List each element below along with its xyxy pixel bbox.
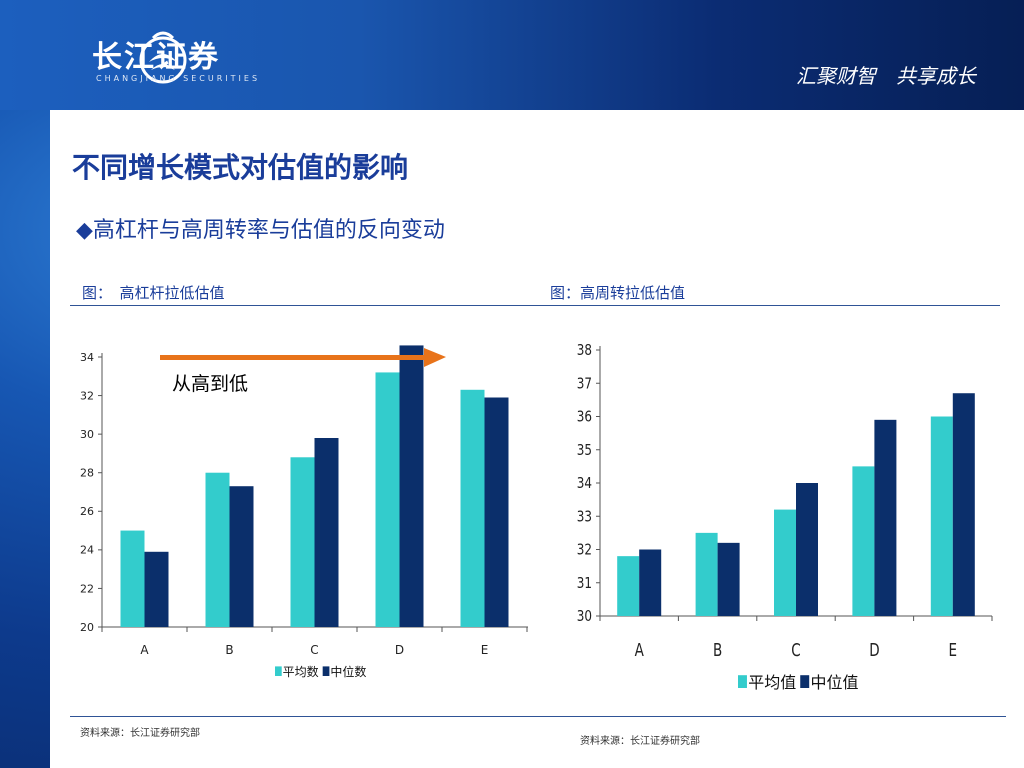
y-tick-label: 32 — [577, 541, 592, 559]
y-tick-label: 30 — [80, 428, 94, 441]
y-tick-label: 38 — [577, 342, 592, 360]
dragon-swirl-logo-icon — [139, 31, 187, 84]
source-note-left: 资料来源：长江证券研究部 — [80, 728, 200, 739]
legend-swatch — [738, 675, 747, 688]
y-tick-label: 22 — [80, 582, 94, 595]
y-tick-label: 37 — [577, 375, 592, 393]
bar-mean-A — [120, 530, 145, 627]
x-category-label: C — [791, 639, 800, 660]
arrow-shaft — [160, 355, 428, 360]
y-tick-label: 34 — [80, 351, 94, 364]
bar-median-D — [874, 419, 897, 616]
legend-label: 中位值 — [810, 673, 858, 692]
bar-mean-C — [290, 457, 315, 627]
bar-mean-E — [930, 416, 953, 616]
legend-label: 平均值 — [748, 673, 796, 692]
y-tick-label: 33 — [577, 508, 592, 526]
bar-median-E — [484, 397, 509, 627]
y-tick-label: 30 — [577, 608, 592, 626]
legend-swatch — [322, 666, 330, 676]
bar-median-D — [399, 345, 424, 627]
source-note-right: 资料来源：长江证券研究部 — [580, 736, 700, 747]
bar-median-B — [229, 486, 254, 627]
x-category-label: B — [713, 639, 722, 660]
chart-caption-left: 图： 高杠杆拉低估值 — [82, 284, 225, 302]
x-category-label: A — [635, 639, 644, 660]
slogan: 汇聚财智 共享成长 — [796, 64, 976, 88]
brand-name: 长江证券 — [92, 40, 220, 75]
bar-mean-B — [205, 472, 230, 627]
y-tick-label: 35 — [577, 442, 592, 460]
chart-caption-right: 图：高周转拉低估值 — [550, 284, 686, 302]
x-category-label: D — [869, 639, 879, 660]
y-tick-label: 34 — [577, 475, 592, 493]
brand-subtitle: CHANGJIANG SECURITIES — [96, 74, 261, 83]
slide-subtitle: ◆高杠杆与高周转率与估值的反向变动 — [76, 218, 445, 243]
bar-mean-B — [695, 532, 718, 616]
divider-top — [70, 305, 1000, 306]
y-tick-label: 31 — [577, 575, 592, 593]
y-tick-label: 32 — [80, 389, 94, 402]
bar-median-E — [952, 393, 975, 616]
bar-mean-D — [852, 466, 875, 616]
bar-mean-C — [774, 509, 796, 616]
x-category-label: C — [310, 643, 318, 657]
y-tick-label: 26 — [80, 505, 94, 518]
content-panel — [50, 110, 1024, 768]
legend-label: 中位数 — [330, 664, 366, 679]
bar-median-A — [639, 549, 662, 616]
legend-swatch — [800, 675, 810, 688]
y-tick-label: 28 — [80, 467, 94, 480]
bar-mean-E — [460, 389, 485, 627]
arrow-right-icon — [424, 348, 446, 367]
x-category-label: B — [225, 643, 233, 657]
bar-median-A — [144, 551, 169, 627]
header-bar — [0, 0, 1024, 110]
legend-label: 平均数 — [283, 664, 319, 679]
bar-median-B — [717, 542, 740, 616]
bar-mean-A — [617, 556, 640, 616]
y-tick-label: 36 — [577, 408, 592, 426]
x-category-label: E — [481, 643, 489, 657]
x-category-label: A — [140, 643, 149, 657]
slide-title: 不同增长模式对估值的影响 — [72, 151, 409, 184]
bar-median-C — [314, 438, 339, 627]
x-category-label: E — [949, 639, 958, 660]
y-tick-label: 24 — [80, 544, 94, 557]
divider-bottom — [70, 716, 1006, 717]
bar-mean-D — [375, 372, 400, 627]
y-tick-label: 20 — [80, 621, 94, 634]
x-category-label: D — [395, 643, 404, 657]
bar-median-C — [796, 483, 818, 616]
legend-swatch — [275, 666, 282, 676]
annotation-text: 从高到低 — [172, 373, 248, 395]
